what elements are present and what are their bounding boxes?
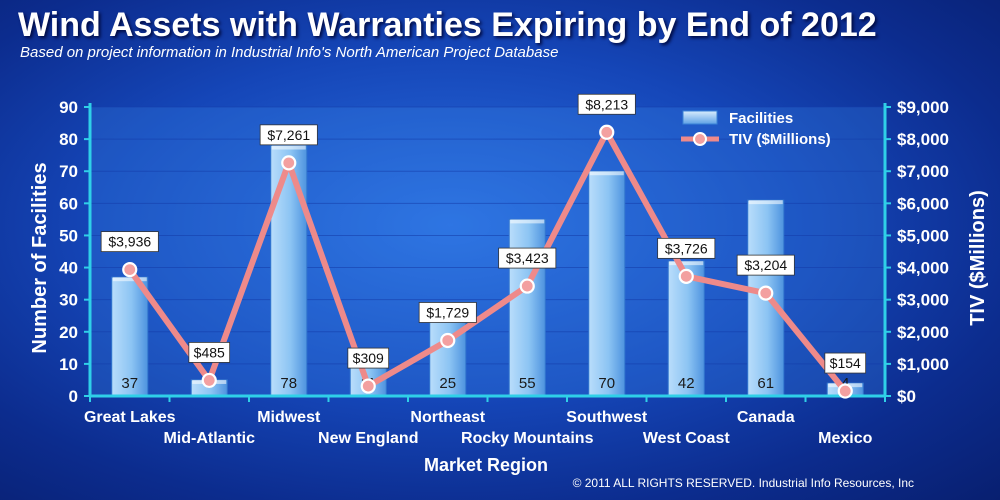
y2-tick-label: $5,000 [897,226,949,245]
legend-bar-label: Facilities [729,110,793,127]
tiv-data-label: $3,423 [506,250,549,266]
tiv-point [519,278,535,294]
x-tick-label: Canada [737,409,795,426]
y-tick-label: 50 [59,226,78,245]
chart-title: Wind Assets with Warranties Expiring by … [18,6,877,44]
y2-tick-label: $7,000 [897,162,949,181]
y-tick-label: 30 [59,291,78,310]
x-tick-label: New England [318,430,418,447]
tiv-point [360,378,376,394]
y2-tick-label: $1,000 [897,355,949,374]
bar-top-highlight [748,200,783,205]
tiv-point [837,383,853,399]
tiv-data-label-box [736,254,795,276]
bar-top-highlight [271,145,306,150]
y-tick-label: 40 [59,259,78,278]
y2-tick-label: $9,000 [897,98,949,117]
bar-value-label: 55 [519,375,536,392]
tiv-data-label-box [100,231,159,253]
x-tick-label: Southwest [566,409,648,426]
tiv-data-label-box [577,93,636,115]
bar-top-highlight [112,277,147,282]
bar-value-label: 61 [757,375,774,392]
bar [588,170,626,397]
tiv-data-label: $3,726 [665,240,708,256]
x-tick-label: Mid-Atlantic [163,430,255,447]
tiv-data-label-box [498,247,557,269]
x-tick-label: West Coast [643,430,731,447]
tiv-data-label-box [418,302,477,323]
tiv-point [281,155,297,171]
x-tick-label: Northeast [410,409,485,426]
tiv-data-label-box [824,352,867,374]
y2-tick-label: $0 [897,387,916,406]
x-tick-label: Midwest [257,409,321,426]
x-tick-label: Great Lakes [84,409,176,426]
y2-tick-label: $8,000 [897,130,949,149]
bar [508,218,546,397]
tiv-data-label-box [657,237,716,259]
x-tick-label: Mexico [818,430,872,447]
bar-value-label: 25 [439,375,456,392]
tiv-data-label: $7,261 [267,127,310,143]
copyright-notice: © 2011 ALL RIGHTS RESERVED. Industrial I… [572,476,914,490]
legend-bar-swatch [682,110,718,125]
bar-value-label: 37 [121,375,138,392]
tiv-line [127,129,848,393]
tiv-point [201,372,217,389]
legend-line-label: TIV ($Millions) [729,131,831,148]
y2-tick-label: $2,000 [897,323,949,342]
legend: Facilities TIV ($Millions) [681,110,831,148]
tiv-point [599,124,615,140]
tiv-data-label: $3,204 [744,257,787,273]
bar-top-highlight [510,219,545,224]
y2-tick-label: $3,000 [897,291,949,310]
bar [270,145,308,397]
tiv-data-label-box [259,124,318,146]
legend-line-marker [693,132,707,146]
y-tick-label: 90 [59,98,78,117]
bar-value-label: 42 [678,375,695,392]
y2-tick-label: $4,000 [897,259,949,278]
tiv-data-label-box [347,347,390,369]
bar-top-highlight [589,171,624,176]
y-tick-label: 10 [59,355,78,374]
y-tick-label: 70 [59,162,78,181]
y-axis-label: Number of Facilities [29,162,51,353]
tiv-point [122,262,138,278]
tiv-data-label-box [188,342,231,363]
tiv-point [440,332,456,349]
x-tick-label: Rocky Mountains [461,430,594,447]
tiv-data-label: $8,213 [585,96,628,112]
x-axis-label: Market Region [424,455,548,475]
tiv-data-label: $309 [353,350,384,366]
tiv-point [678,268,694,284]
tiv-data-label: $1,729 [426,304,469,320]
tiv-data-label: $485 [194,344,225,360]
bar-value-label: 78 [280,375,297,392]
bar-value-label: 70 [598,375,615,392]
tiv-point [758,285,774,301]
y2-axis-label: TIV ($Millions) [967,190,989,326]
y-tick-label: 60 [59,194,78,213]
bar-top-highlight [669,261,704,266]
tiv-data-label: $154 [830,355,861,371]
y2-tick-label: $6,000 [897,194,949,213]
tiv-data-label: $3,936 [108,234,151,250]
chart-subtitle: Based on project information in Industri… [20,44,559,61]
y-tick-label: 20 [59,323,78,342]
y-tick-label: 80 [59,130,78,149]
y-tick-label: 0 [69,387,78,406]
